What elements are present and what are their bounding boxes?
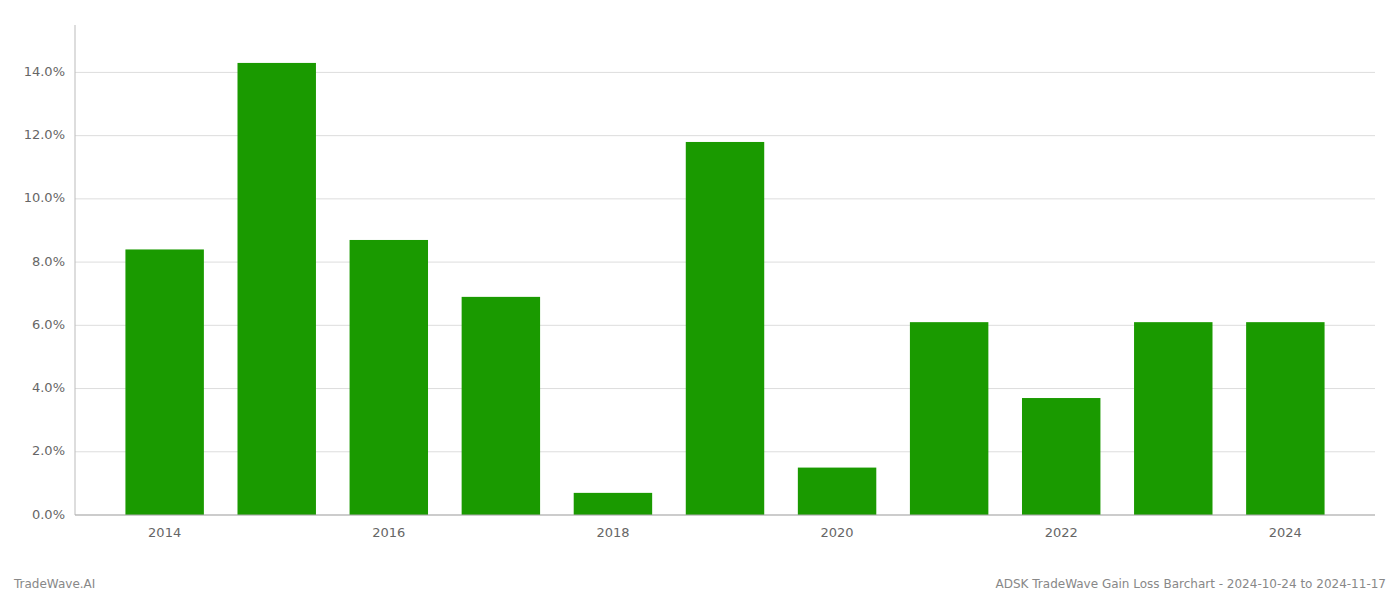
bar <box>1134 322 1212 515</box>
x-tick-label: 2018 <box>596 525 629 540</box>
chart: 0.0%2.0%4.0%6.0%8.0%10.0%12.0%14.0%20142… <box>0 0 1400 600</box>
x-axis: 2014 2016 2018 2020 2022 2024 <box>75 515 1375 540</box>
y-axis-line <box>75 25 76 515</box>
annotations: TradeWave.AI ADSK TradeWave Gain Loss Bar… <box>13 577 1386 591</box>
annotation: TradeWave.AI <box>13 577 95 591</box>
y-tick-label: 12.0% <box>24 127 65 142</box>
bar <box>125 249 203 515</box>
y-tick-label: 10.0% <box>24 190 65 205</box>
x-axis-line <box>75 515 1375 516</box>
x-tick-label: 2016 <box>372 525 405 540</box>
bar <box>1246 322 1324 515</box>
bar <box>462 297 540 515</box>
y-tick-label: 0.0% <box>32 507 65 522</box>
grid-line <box>75 515 1375 516</box>
bar <box>910 322 988 515</box>
bar <box>238 63 316 515</box>
y-axis: 0.0% 2.0% 4.0% 6.0% 8.0% 10.0% 12.0% 14.0% <box>24 25 75 522</box>
annotation: ADSK TradeWave Gain Loss Barchart - 2024… <box>996 577 1386 591</box>
bars <box>125 63 1324 515</box>
x-tick-label: 2022 <box>1045 525 1078 540</box>
bar <box>574 493 652 515</box>
x-tick-label: 2014 <box>148 525 181 540</box>
x-tick-label: 2020 <box>821 525 854 540</box>
y-tick-label: 4.0% <box>32 380 65 395</box>
x-tick-label: 2024 <box>1269 525 1302 540</box>
y-tick-label: 14.0% <box>24 64 65 79</box>
bar <box>686 142 764 515</box>
y-tick-label: 8.0% <box>32 254 65 269</box>
bar <box>798 468 876 515</box>
y-tick-label: 2.0% <box>32 443 65 458</box>
bar <box>1022 398 1100 515</box>
bar <box>350 240 428 515</box>
y-tick-label: 6.0% <box>32 317 65 332</box>
